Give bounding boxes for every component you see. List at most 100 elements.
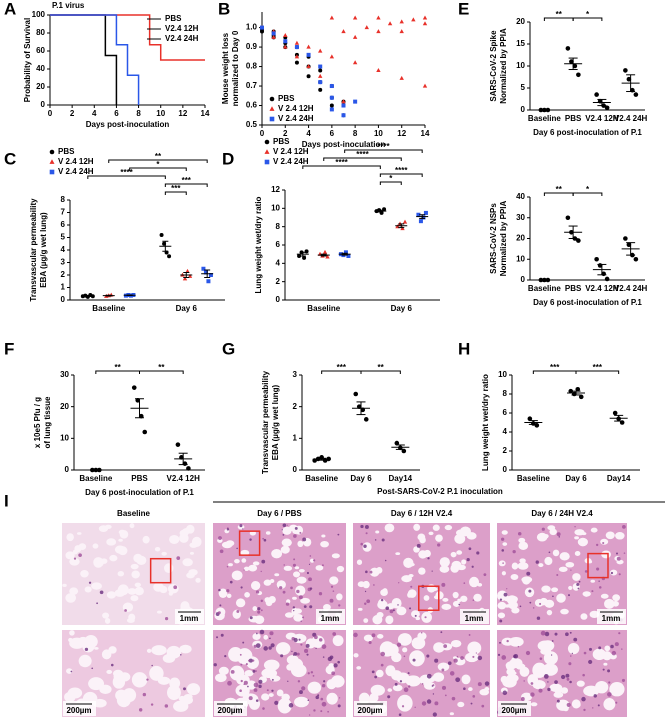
point [142, 429, 148, 435]
alveolus [568, 585, 573, 590]
alveolus [484, 686, 490, 692]
alveolus [469, 576, 480, 588]
alveolus [195, 577, 201, 583]
x-tick-label: V2.4 12H [585, 114, 619, 123]
cell-cluster [501, 549, 505, 552]
legend-label: V 2.4 12H [58, 157, 94, 166]
scale-label: 200µm [66, 706, 91, 715]
significance-bracket [572, 17, 603, 21]
y-tick-label: 0 [41, 100, 46, 109]
cell-cluster [520, 697, 525, 701]
cell-cluster [380, 651, 386, 657]
cell-cluster [525, 650, 531, 656]
alveolus [542, 663, 558, 676]
alveolus [538, 563, 544, 568]
alveolus [386, 643, 399, 657]
scale-bg [354, 701, 387, 716]
alveolus [511, 562, 519, 570]
alveolus [616, 683, 624, 689]
alveolus [109, 554, 118, 562]
point [534, 423, 540, 428]
point [203, 270, 208, 275]
significance-label: *** [550, 363, 560, 372]
cell-cluster [556, 532, 561, 537]
point [159, 233, 164, 237]
alveolus [186, 683, 201, 696]
alveolus [300, 597, 311, 604]
cell-cluster [218, 536, 222, 540]
panel-letter: A [4, 0, 16, 18]
alveolus [502, 676, 517, 688]
cell-cluster [247, 685, 249, 688]
cell-cluster [281, 529, 283, 531]
y-tick-label: 0.9 [246, 42, 258, 51]
alveolus [167, 685, 181, 701]
cell-cluster [323, 680, 326, 683]
cell-cluster [610, 571, 614, 575]
alveolus [131, 570, 140, 579]
alveolus [178, 695, 186, 702]
y-tick-label: 6 [503, 408, 508, 417]
cell-cluster [248, 659, 251, 662]
alveolus [65, 551, 75, 560]
cell-cluster [374, 539, 377, 541]
cell-cluster [574, 526, 576, 528]
cell-cluster [287, 680, 289, 682]
y-axis-label: Transvascular permeability [29, 198, 38, 302]
alveolus [254, 615, 265, 624]
x-tick-label: 6 [114, 109, 119, 118]
alveolus [497, 601, 507, 610]
point [294, 45, 299, 50]
alveolus [106, 669, 113, 674]
alveolus [293, 571, 301, 578]
alveolus [441, 603, 452, 610]
y-tick-label: 7 [61, 208, 66, 217]
cell-cluster [547, 681, 549, 683]
point [271, 31, 276, 36]
cell-cluster [255, 670, 257, 672]
x-tick-label: PBS [131, 474, 148, 483]
x-axis-label: Day 6 post-inoculation of P.1 [533, 128, 642, 137]
alveolus [435, 591, 444, 600]
alveolus [589, 610, 600, 619]
cell-cluster [424, 616, 427, 619]
cell-cluster [305, 643, 310, 648]
cell-cluster [257, 610, 261, 614]
alveolus [396, 606, 407, 616]
cell-cluster [541, 527, 545, 531]
cell-cluster [548, 551, 551, 554]
alveolus [295, 585, 306, 596]
y-tick-label: 0 [521, 275, 526, 284]
cell-cluster [226, 589, 230, 593]
alveolus [127, 588, 137, 595]
cell-cluster [293, 534, 297, 538]
cell-cluster [291, 650, 293, 653]
panel-letter: B [218, 0, 230, 18]
cell-cluster [523, 680, 525, 682]
y-tick-label: 10 [516, 254, 525, 263]
histology-image: 200µm [353, 630, 490, 717]
point [399, 29, 404, 34]
alveolus [461, 559, 467, 565]
x-tick-label: V2.4 12H [585, 284, 619, 293]
cell-cluster [414, 706, 416, 709]
cell-cluster [598, 580, 600, 582]
cell-cluster [339, 697, 341, 699]
cell-cluster [298, 595, 303, 600]
alveolus [336, 565, 345, 573]
cell-cluster [255, 699, 259, 702]
cell-cluster [501, 655, 507, 660]
y-tick-label: 0 [61, 295, 66, 304]
cell-cluster [261, 559, 266, 564]
cell-cluster [293, 558, 296, 561]
subtitle: P.1 virus [52, 1, 85, 10]
alveolus [161, 551, 167, 556]
point [565, 215, 571, 221]
point [623, 68, 628, 73]
cell-cluster [253, 644, 257, 648]
cell-cluster [240, 663, 243, 666]
cell-cluster [477, 682, 482, 687]
cell-cluster [466, 558, 470, 562]
panel-letter: I [4, 491, 9, 510]
